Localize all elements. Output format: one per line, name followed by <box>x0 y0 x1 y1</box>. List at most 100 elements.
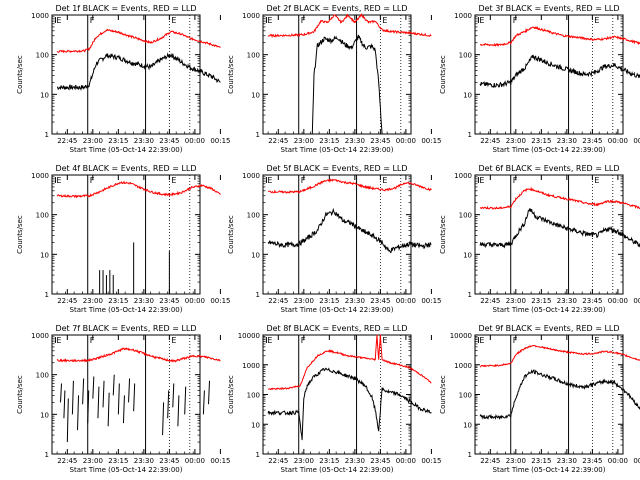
panel-title: Det 9f BLACK = Events, RED = LLD <box>478 324 619 333</box>
x-tick-label: 23:15 <box>319 457 339 465</box>
start-marker-label: E <box>479 176 484 185</box>
x-tick-label: 23:45 <box>582 137 602 145</box>
y-axis-label: Counts/sec <box>439 55 447 94</box>
events-segment <box>92 376 95 399</box>
x-tick-label: 23:15 <box>108 137 128 145</box>
y-tick-label: 10 <box>40 251 49 259</box>
x-tick-label: 00:15 <box>421 457 441 465</box>
x-tick-label: 23:30 <box>134 457 154 465</box>
x-tick-label: 00:15 <box>210 137 230 145</box>
events-segment <box>172 383 175 408</box>
events-segment <box>60 383 63 403</box>
y-tick-label: 100 <box>36 212 49 220</box>
panel-title: Det 2f BLACK = Events, RED = LLD <box>266 4 407 13</box>
x-tick-label: 23:45 <box>370 297 390 305</box>
events-series-line <box>56 52 221 92</box>
y-tick-label: 100 <box>36 52 49 60</box>
lld-series-line <box>480 186 640 210</box>
events-segment <box>107 392 110 427</box>
x-axis-label: Start Time (05-Oct-14 22:39:00) <box>493 146 606 154</box>
y-tick-label: 100 <box>247 212 260 220</box>
y-tick-label: 1 <box>256 131 260 139</box>
y-tick-label: 1000 <box>242 12 260 20</box>
panel-title: Det 7f BLACK = Events, RED = LLD <box>55 324 196 333</box>
x-tick-label: 23:15 <box>108 457 128 465</box>
x-tick-label: 23:00 <box>83 137 103 145</box>
x-tick-label: 23:00 <box>294 457 314 465</box>
start-marker-label: E <box>267 176 272 185</box>
x-tick-label: 22:45 <box>480 457 500 465</box>
panel-det-7: Det 7f BLACK = Events, RED = LLD 1 10 100 10… <box>16 324 231 474</box>
events-segment <box>177 395 180 427</box>
events-segment <box>133 383 136 412</box>
panel-det-6: Det 6f BLACK = Events, RED = LLD 1 10 100 10… <box>439 164 640 314</box>
events-series-line <box>479 54 640 89</box>
event-marker-label: E <box>171 16 176 25</box>
y-tick-label: 10 <box>251 421 260 429</box>
x-tick-label: 22:45 <box>268 297 288 305</box>
y-tick-label: 1 <box>256 451 260 459</box>
event-marker-label: F <box>301 176 306 185</box>
y-axis-label: Counts/sec <box>16 375 24 414</box>
plot-frame <box>51 14 201 135</box>
panel-det-8: Det 8f BLACK = Events, RED = LLD 1 10 100 10… <box>227 324 442 474</box>
events-segment <box>128 378 131 403</box>
x-tick-label: 00:00 <box>608 457 628 465</box>
x-tick-label: 23:15 <box>319 137 339 145</box>
x-tick-label: 23:00 <box>294 137 314 145</box>
plot-frame <box>51 174 201 295</box>
lld-series-line <box>480 26 640 47</box>
y-tick-label: 1 <box>468 131 472 139</box>
x-tick-label: 22:45 <box>480 297 500 305</box>
y-tick-label: 100 <box>36 372 49 380</box>
y-tick-label: 1000 <box>31 172 49 180</box>
events-segment <box>184 386 187 415</box>
x-tick-label: 23:45 <box>370 137 390 145</box>
events-segment <box>102 380 105 408</box>
x-tick-label: 23:15 <box>108 297 128 305</box>
start-marker-label: E <box>56 176 61 185</box>
event-marker-label: F <box>301 336 306 345</box>
y-axis-label: Counts/sec <box>227 55 235 94</box>
y-tick-label: 1 <box>468 451 472 459</box>
plot-frame <box>474 14 624 135</box>
y-tick-label: 10 <box>251 91 260 99</box>
events-segment <box>71 380 74 415</box>
x-axis-label: Start Time (05-Oct-14 22:39:00) <box>70 466 183 474</box>
plot-frame <box>262 174 412 295</box>
x-tick-label: 23:45 <box>159 137 179 145</box>
x-tick-label: 22:45 <box>268 137 288 145</box>
x-tick-label: 23:45 <box>159 297 179 305</box>
event-marker-label: E <box>382 176 387 185</box>
event-marker-label: E <box>382 16 387 25</box>
x-tick-label: 00:00 <box>185 297 205 305</box>
panel-title: Det 1f BLACK = Events, RED = LLD <box>55 4 196 13</box>
panel-det-9: Det 9f BLACK = Events, RED = LLD 1 10 100 10… <box>439 324 640 474</box>
x-tick-label: 00:00 <box>396 457 416 465</box>
x-tick-label: 23:15 <box>531 137 551 145</box>
events-segment <box>82 378 85 405</box>
x-tick-label: 23:45 <box>582 457 602 465</box>
x-tick-label: 23:45 <box>370 457 390 465</box>
events-segment <box>208 380 211 405</box>
x-tick-label: 00:15 <box>633 297 640 305</box>
events-series-line <box>479 207 640 249</box>
x-tick-label: 23:15 <box>531 297 551 305</box>
lld-series-line <box>479 344 640 368</box>
y-tick-label: 1 <box>45 291 49 299</box>
events-series-line <box>311 34 383 135</box>
x-tick-label: 23:45 <box>159 457 179 465</box>
x-tick-label: 22:45 <box>268 457 288 465</box>
y-tick-label: 10 <box>251 251 260 259</box>
panel-title: Det 4f BLACK = Events, RED = LLD <box>55 164 196 173</box>
y-tick-label: 10000 <box>450 332 472 340</box>
y-tick-label: 100 <box>247 52 260 60</box>
x-tick-label: 23:30 <box>134 297 154 305</box>
events-segment <box>112 374 115 396</box>
y-tick-label: 100 <box>459 392 472 400</box>
start-marker-label: E <box>56 16 61 25</box>
x-tick-label: 23:00 <box>506 457 526 465</box>
events-segment <box>202 390 205 415</box>
events-segment <box>66 398 69 443</box>
